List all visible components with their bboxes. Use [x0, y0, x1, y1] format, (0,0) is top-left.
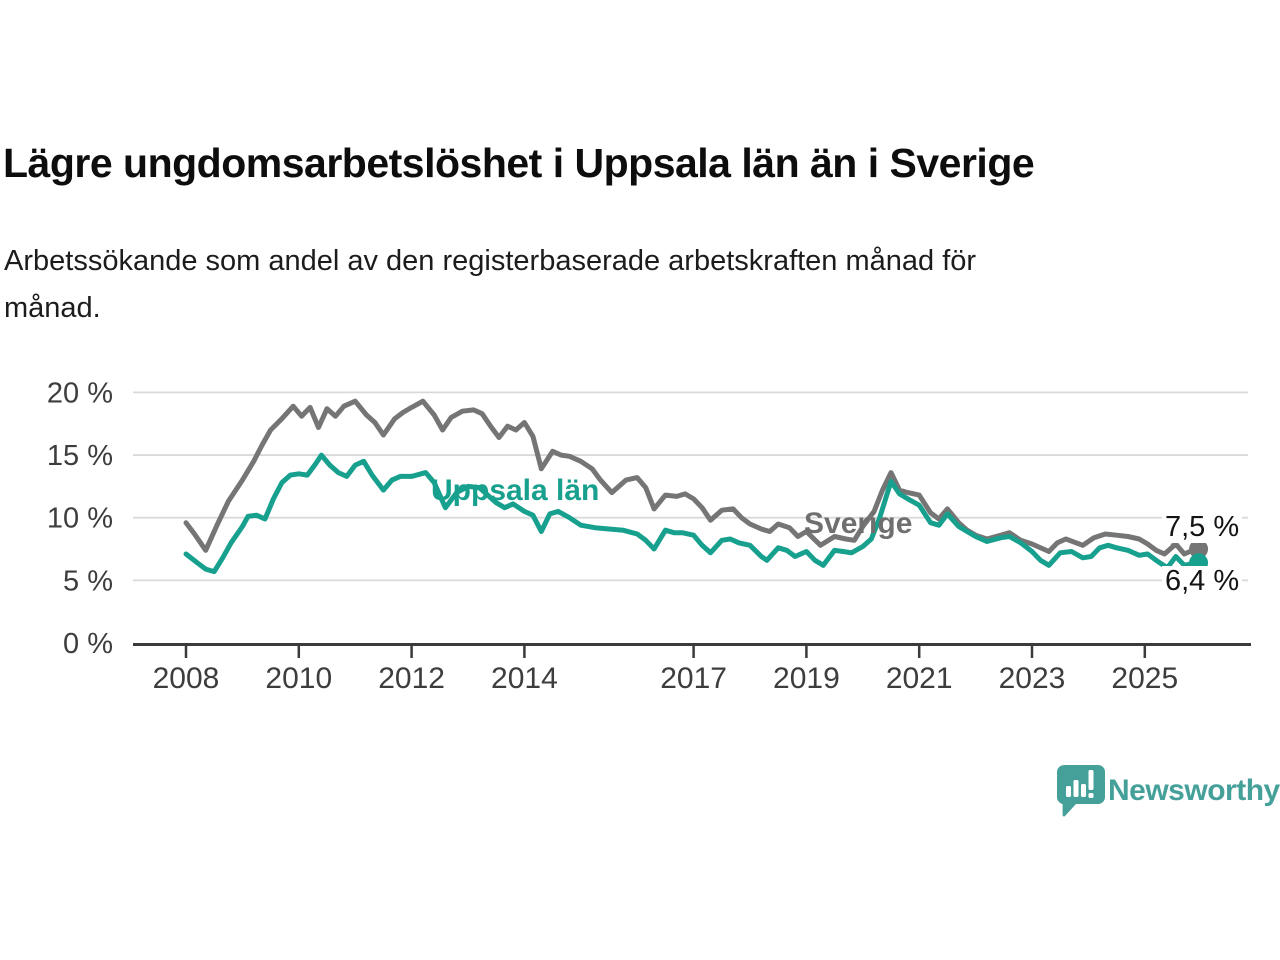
x-axis-label-2019: 2019: [773, 662, 840, 695]
subtitle-line-2: månad.: [4, 292, 101, 324]
page-title: Lägre ungdomsarbetslöshet i Uppsala län …: [3, 140, 1035, 186]
x-axis-label-2023: 2023: [999, 662, 1066, 695]
newsworthy-icon: [1056, 765, 1105, 817]
y-axis-label-15: 15 %: [47, 440, 113, 472]
x-axis-label-2021: 2021: [886, 662, 953, 695]
x-axis-label-2010: 2010: [265, 662, 332, 695]
x-axis-label-2025: 2025: [1111, 662, 1178, 695]
series-label-uppsala-lan: Uppsala län: [431, 474, 600, 507]
subtitle-line-1: Arbetssökande som andel av den registerb…: [4, 245, 977, 277]
x-axis-label-2012: 2012: [378, 662, 445, 695]
end-dot-sverige: [1189, 539, 1209, 559]
end-value-label-sverige: 7,5 %: [1162, 512, 1243, 543]
y-axis-label-20: 20 %: [47, 377, 113, 409]
x-axis-label-2008: 2008: [153, 662, 220, 695]
newsworthy-logo: Newsworthy: [1056, 763, 1280, 823]
y-axis-label-10: 10 %: [47, 503, 113, 535]
y-axis-label-5: 5 %: [63, 565, 113, 597]
newsworthy-wordmark: Newsworthy: [1108, 774, 1280, 807]
x-axis-label-2014: 2014: [491, 662, 558, 695]
y-axis-label-0: 0 %: [63, 628, 113, 660]
page-subtitle: Arbetssökande som andel av den registerb…: [4, 238, 1224, 332]
x-axis-label-2017: 2017: [660, 662, 727, 695]
series-line-uppsala-lan: [183, 452, 1199, 575]
series-line-sverige: [183, 398, 1199, 557]
series-label-sverige: Sverige: [804, 507, 913, 540]
end-value-label-uppsala: 6,4 %: [1162, 566, 1243, 597]
